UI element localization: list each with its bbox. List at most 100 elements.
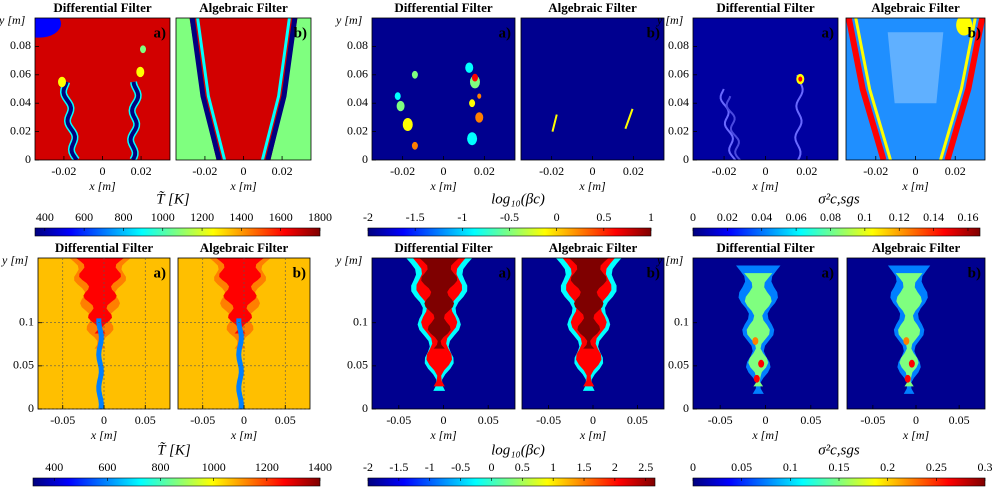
panel-title: Differential Filter	[716, 240, 815, 255]
panel-letter: b)	[647, 25, 660, 41]
colorbar-tick-label: 0	[488, 460, 494, 474]
field-spot	[140, 45, 146, 54]
x-tick-label: 0	[441, 413, 447, 427]
x-tick-label: 0.02	[796, 164, 817, 178]
colorbar-tick-label: 2	[612, 460, 618, 474]
colorbar-tick-label: 1400	[229, 210, 253, 224]
colorbar-tick-label: 1800	[308, 210, 332, 224]
x-tick-label: -0.05	[386, 413, 411, 427]
field-spot	[956, 18, 973, 36]
field-spot	[758, 359, 765, 368]
colorbar-tick-label: 1400	[308, 460, 332, 474]
x-tick-label: 0	[590, 413, 596, 427]
x-axis-label: x [m]	[88, 179, 116, 193]
panel-letter: a)	[499, 25, 512, 41]
y-tick-label: 0	[683, 152, 689, 166]
y-tick-label: 0	[683, 401, 689, 415]
y-tick-label: 0	[28, 401, 34, 415]
field-image	[847, 258, 985, 409]
field-spot	[475, 112, 484, 123]
colorbar-tick-label: 0.1	[783, 460, 798, 474]
panel-title: Differential Filter	[55, 240, 154, 255]
x-tick-label: 0.05	[275, 413, 296, 427]
y-tick-label: 0.04	[668, 95, 689, 109]
field-background	[693, 18, 838, 160]
field-spot	[394, 92, 401, 100]
field-spot	[136, 66, 145, 78]
y-tick-label: 0.04	[347, 95, 368, 109]
field-contour	[551, 114, 558, 132]
x-tick-label: -0.02	[51, 164, 76, 178]
field-spot	[396, 100, 405, 112]
colorbar-tick-label: -1	[425, 460, 435, 474]
colorbar-tick-label: 1000	[151, 210, 175, 224]
x-tick-label: 0	[913, 164, 919, 178]
y-axis-label: y [m]	[656, 13, 684, 27]
panel-title: Algebraic Filter	[871, 0, 960, 15]
colorbar-label: T̃ [K]	[157, 442, 191, 458]
x-tick-label: -0.02	[192, 164, 217, 178]
colorbar-tick-label: 0.16	[957, 210, 978, 224]
colorbar-tick-label: 1.5	[577, 460, 592, 474]
field-contour	[725, 95, 741, 160]
colorbar	[32, 477, 321, 487]
x-tick-label: -0.05	[50, 413, 75, 427]
colorbar-tick-label: 2.5	[638, 460, 653, 474]
panel-title: Algebraic Filter	[199, 0, 288, 15]
colorbar-label: σ²c,sgs	[818, 442, 860, 458]
colorbar-tick-label: 0.5	[596, 210, 611, 224]
colorbar-tick-label: 1	[648, 210, 654, 224]
panel-letter: a)	[822, 25, 835, 41]
field-spot	[798, 76, 803, 82]
panel-letter: b)	[968, 265, 981, 281]
x-axis-label: x [m]	[751, 179, 779, 193]
x-axis-label: x [m]	[429, 179, 457, 193]
y-tick-label: 0.06	[10, 67, 31, 81]
panel-title: Differential Filter	[716, 0, 815, 15]
colorbar-tick-label: 1000	[202, 460, 226, 474]
colorbar-label: σ²c,sgs	[818, 191, 860, 207]
colorbar-tick-label: 0.2	[880, 460, 895, 474]
panel-letter: a)	[154, 25, 167, 41]
field-spot	[465, 62, 474, 73]
field-contour	[854, 18, 892, 160]
colorbar-tick-label: -1	[457, 210, 467, 224]
field-image	[176, 18, 311, 160]
panel-title: Algebraic Filter	[548, 0, 637, 15]
field-image	[35, 18, 170, 160]
y-tick-label: 0.08	[668, 38, 689, 52]
y-tick-label: 0.05	[13, 358, 34, 372]
field-contour	[944, 18, 985, 160]
field-contour	[189, 18, 222, 160]
x-axis-label: x [m]	[901, 179, 929, 193]
field-image	[521, 18, 664, 160]
colorbar-tick-label: -2	[363, 210, 373, 224]
colorbar-tick-label: 1200	[190, 210, 214, 224]
y-tick-label: 0.08	[347, 38, 368, 52]
field-spot	[903, 337, 910, 345]
colorbar-tick-label: 800	[114, 210, 132, 224]
colorbar-tick-label: -2	[363, 460, 373, 474]
colorbar	[367, 477, 656, 487]
x-tick-label: 0	[763, 413, 769, 427]
field-contour	[128, 81, 141, 160]
x-tick-label: -0.05	[708, 413, 733, 427]
x-tick-label: 0	[100, 164, 106, 178]
x-axis-label: x [m]	[579, 428, 607, 442]
x-tick-label: 0.02	[272, 164, 293, 178]
colorbar-tick-label: 0.1	[857, 210, 872, 224]
field-contour	[260, 18, 291, 160]
y-axis-label: y [m]	[0, 13, 26, 27]
field-image	[372, 258, 515, 409]
field-flame	[419, 258, 460, 349]
field-spot	[411, 141, 418, 150]
x-tick-label: -0.02	[539, 164, 564, 178]
field-background	[35, 18, 170, 160]
colorbar-tick-label: 0	[690, 460, 696, 474]
colorbar-tick-label: 800	[152, 460, 170, 474]
x-tick-label: 0.02	[131, 164, 152, 178]
y-tick-label: 0	[362, 152, 368, 166]
panel-title: Algebraic Filter	[549, 240, 638, 255]
field-spot	[752, 337, 759, 345]
x-axis-label: x [m]	[429, 428, 457, 442]
